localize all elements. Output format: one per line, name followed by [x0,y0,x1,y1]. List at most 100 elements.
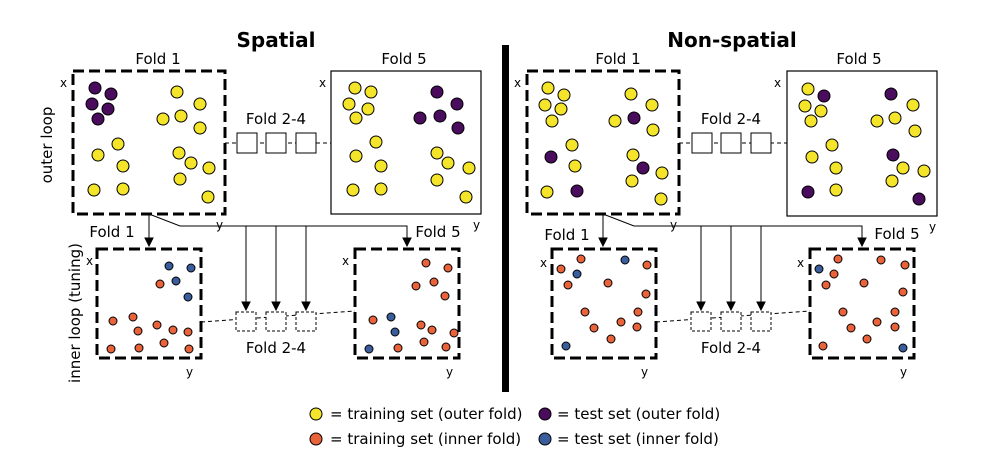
nonspatial-outer-5-point-test-outer [886,148,900,162]
nonspatial-outer-fold-1-x-label: x [514,76,521,90]
nonspatial-inner-5-point-train-inner [818,341,828,351]
spatial-inner-fold-1-y-label: y [186,365,193,379]
spatial-outer-5-point-train-outer [459,190,473,204]
legend-test-outer-label: = test set (outer fold) [557,405,720,423]
outer-loop-label: outer loop [38,107,56,184]
nonspatial-inner-5-point-train-inner [872,317,882,327]
spatial-outer-5-point-train-outer [348,81,362,95]
spatial-outer-5-point-train-outer [374,159,388,173]
spatial-outer-fold-3-box [265,132,287,154]
nonspatial-outer-5-point-train-outer [870,114,884,128]
spatial-inner-1-point-train-inner [168,325,178,335]
nonspatial-inner-fold-1-y-label: y [641,365,648,379]
spatial-outer-fold-5-x-label: x [319,76,326,90]
nonspatial-outer-1-point-train-outer [655,166,669,180]
spatial-outer-1-point-train-outer [193,97,207,111]
spatial-inner-1-point-test-inner [164,261,174,271]
spatial-outer-5-point-test-outer [433,109,447,123]
legend-test-inner-swatch [538,432,552,446]
nonspatial-outer-1-point-train-outer [565,138,579,152]
spatial-outer-1-point-train-outer [202,161,216,175]
nonspatial-outer-1-point-train-outer [538,98,552,112]
spatial-outer-5-point-train-outer [361,102,375,116]
nonspatial-outer-fold-5-y-label: y [929,220,936,234]
nonspatial-inner-1-point-test-inner [620,255,630,265]
spatial-inner-5-point-train-inner [449,328,459,338]
nonspatial-inner-fold-5-x-label: x [797,256,804,270]
spatial-inner-5-point-train-inner [419,337,429,347]
nonspatial-inner-5-point-train-inner [876,255,886,265]
nonspatial-inner-5-point-train-inner [862,334,872,344]
spatial-outer-1-point-train-outer [173,172,187,186]
nonspatial-inner-5-point-train-inner [821,280,831,290]
legend-test-inner-label: = test set (inner fold) [557,430,719,448]
nonspatial-outer-1-point-test-outer [570,184,584,198]
legend-train-outer-label: = training set (outer fold) [330,405,523,423]
nonspatial-outer-1-point-train-outer [540,185,554,199]
spatial-outer-5-point-test-outer [451,121,465,135]
spatial-inner-1-point-test-inner [171,276,181,286]
nonspatial-outer-5-point-train-outer [805,150,819,164]
spatial-outer-fold-1-x-label: x [60,76,67,90]
panel-divider [502,45,509,392]
nonspatial-outer-5-point-test-outer [884,87,898,101]
nonspatial-outer-fold-3-box [720,132,742,154]
nonspatial-inner-fold-5-y-label: y [900,365,907,379]
nonspatial-outer-5-point-test-outer [912,192,926,206]
spatial-panel: Fold 1 x y Fold 5 x y Fold 2-4 Fold 1 [60,50,482,379]
legend-train-outer-swatch [309,407,323,421]
spatial-outer-5-point-train-outer [349,111,363,125]
spatial-outer-5-point-test-outer [430,85,444,99]
nonspatial-outer-1-point-test-outer [627,111,641,125]
spatial-outer-5-point-train-outer [342,97,356,111]
nonspatial-inner-fold-1-x-label: x [540,256,547,270]
legend-test-outer-swatch [538,407,552,421]
spatial-inner-fold-5-label: Fold 5 [415,223,460,241]
spatial-outer-fold-2-4-label: Fold 2-4 [246,110,306,128]
nonspatial-inner-fold-2-box [690,311,712,332]
spatial-inner-5-point-train-inner [368,315,378,325]
nonspatial-outer-1-point-train-outer [545,114,559,128]
spatial-inner-5-point-train-inner [416,320,426,330]
nonspatial-inner-fold-5-box [808,247,916,360]
non-spatial-title: Non-spatial [667,28,797,52]
nonspatial-outer-fold-2-box [691,132,713,154]
spatial-inner-fold-5-box [353,247,461,360]
spatial-inner-5-point-train-inner [443,263,453,273]
nonspatial-inner-5-point-train-inner [890,322,900,332]
nonspatial-outer-1-point-train-outer [625,174,639,188]
nonspatial-inner-1-point-train-inner [589,323,599,333]
nonspatial-inner-5-point-train-inner [900,260,910,270]
nonspatial-inner-5-point-train-inner [859,278,869,288]
spatial-inner-fold-1-box [95,247,203,360]
nonspatial-inner-5-point-train-inner [829,269,839,279]
spatial-inner-1-point-train-inner [106,344,116,354]
spatial-outer-1-point-test-outer [104,87,118,101]
nonspatial-outer-5-point-test-outer [801,185,815,199]
nonspatial-outer-1-point-train-outer [654,192,668,206]
spatial-outer-fold-2-box [236,132,258,154]
nonspatial-outer-5-point-train-outer [801,82,815,96]
spatial-inner-1-point-train-inner [152,320,162,330]
nonspatial-outer-1-point-train-outer [557,88,571,102]
nonspatial-inner-1-point-train-inner [603,278,613,288]
spatial-inner-5-point-train-inner [441,342,451,352]
nonspatial-inner-1-point-train-inner [580,307,590,317]
spatial-inner-5-point-train-inner [429,277,439,287]
spatial-title: Spatial [237,28,316,52]
spatial-outer-1-point-train-outer [184,156,198,170]
spatial-inner-1-point-test-inner [186,263,196,273]
spatial-outer-fold-1-y-label: y [216,218,223,232]
nonspatial-points [538,81,931,353]
spatial-inner-fold-4-box [295,311,317,332]
nonspatial-outer-5-point-train-outer [885,174,899,188]
spatial-outer-1-point-train-outer [193,121,207,135]
nonspatial-inner-1-point-train-inner [641,289,651,299]
spatial-connectors [144,213,412,312]
spatial-inner-1-point-train-inner [184,344,194,354]
nonspatial-outer-5-point-train-outer [829,183,843,197]
nonspatial-inner-1-point-train-inner [576,254,586,264]
spatial-outer-1-point-train-outer [170,85,184,99]
spatial-inner-fold-2-4-label: Fold 2-4 [246,339,306,357]
